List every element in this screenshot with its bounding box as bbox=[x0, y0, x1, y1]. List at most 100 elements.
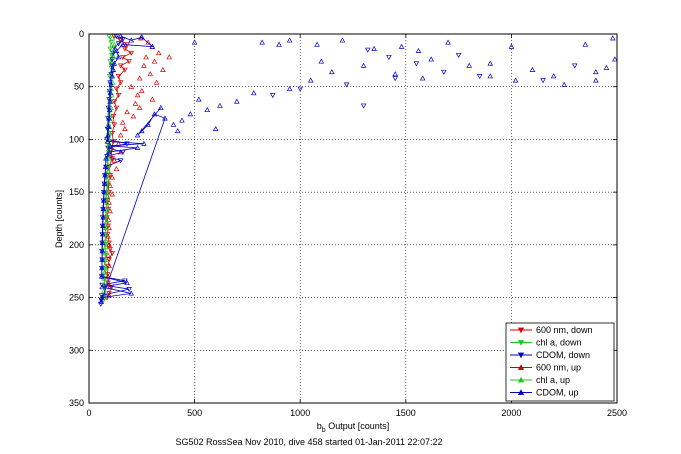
data-point bbox=[106, 149, 112, 155]
data-point bbox=[187, 111, 194, 117]
data-point bbox=[105, 168, 112, 174]
data-point bbox=[136, 75, 143, 81]
data-point bbox=[106, 225, 112, 231]
legend-label: chl a, down bbox=[536, 338, 582, 348]
data-point bbox=[104, 193, 111, 199]
ticks bbox=[88, 33, 618, 404]
data-point bbox=[612, 56, 618, 62]
data-point bbox=[149, 43, 156, 49]
data-point bbox=[134, 144, 141, 150]
data-point bbox=[153, 79, 160, 85]
data-point bbox=[99, 265, 105, 271]
data-point bbox=[392, 76, 399, 82]
data-point bbox=[106, 240, 112, 246]
data-point bbox=[162, 115, 168, 121]
legend-marker bbox=[517, 364, 525, 370]
data-point bbox=[122, 46, 128, 52]
data-point bbox=[105, 161, 111, 167]
legend-label: 600 nm, down bbox=[536, 325, 593, 335]
data-point bbox=[508, 43, 515, 49]
data-point bbox=[250, 90, 257, 96]
data-point bbox=[134, 132, 141, 138]
data-point bbox=[132, 100, 139, 106]
data-point bbox=[126, 287, 132, 293]
data-point bbox=[104, 138, 111, 144]
data-point bbox=[99, 248, 106, 254]
x-axis-label-b: b bbox=[317, 421, 322, 431]
data-point bbox=[128, 83, 135, 89]
y-tick-label: 0 bbox=[79, 29, 84, 39]
data-point bbox=[455, 52, 462, 59]
data-point bbox=[234, 98, 240, 104]
data-point bbox=[117, 80, 124, 86]
data-point bbox=[105, 180, 111, 186]
data-point bbox=[476, 74, 483, 80]
data-point bbox=[139, 128, 145, 134]
data-point bbox=[111, 99, 118, 105]
data-point bbox=[110, 66, 117, 72]
data-point bbox=[145, 121, 151, 127]
data-point bbox=[329, 69, 335, 75]
data-point bbox=[128, 37, 135, 43]
data-point bbox=[174, 128, 181, 134]
data-point bbox=[204, 106, 211, 113]
x-tick-label: 2500 bbox=[607, 408, 627, 418]
data-point bbox=[111, 45, 118, 51]
x-axis-label-subscript: b bbox=[322, 427, 326, 434]
x-axis-label: bb Output [counts] bbox=[317, 421, 389, 434]
data-point bbox=[107, 246, 113, 252]
data-point bbox=[106, 106, 113, 113]
data-point bbox=[139, 88, 145, 94]
data-point bbox=[191, 39, 198, 45]
data-point bbox=[107, 98, 113, 104]
data-point bbox=[419, 75, 426, 81]
data-point bbox=[106, 257, 112, 263]
data-point bbox=[103, 218, 110, 224]
data-point bbox=[106, 292, 112, 298]
data-point bbox=[103, 212, 110, 218]
data-point bbox=[110, 50, 117, 56]
data-point bbox=[98, 273, 105, 279]
data-point bbox=[105, 263, 111, 269]
data-point bbox=[113, 47, 120, 53]
legend: 600 nm, down chl a, down CDOM, down 600 nm,… bbox=[505, 322, 615, 402]
data-point bbox=[360, 103, 367, 109]
data-point bbox=[314, 41, 320, 47]
data-point bbox=[109, 63, 115, 69]
data-point bbox=[360, 62, 367, 68]
chart-caption: SG502 RossSea Nov 2010, dive 458 started… bbox=[175, 437, 442, 447]
data-point bbox=[128, 50, 135, 56]
data-point bbox=[107, 90, 114, 96]
data-point bbox=[117, 63, 124, 69]
data-point bbox=[398, 43, 405, 49]
data-point bbox=[99, 256, 105, 262]
data-point bbox=[143, 54, 149, 60]
data-point bbox=[139, 34, 145, 40]
data-point bbox=[104, 187, 110, 193]
data-point bbox=[104, 272, 111, 278]
data-point bbox=[124, 279, 130, 285]
data-point bbox=[130, 113, 137, 119]
data-point bbox=[102, 259, 108, 265]
data-point bbox=[428, 56, 434, 62]
data-point bbox=[98, 298, 105, 304]
data-point bbox=[124, 141, 130, 147]
data-point bbox=[106, 115, 112, 121]
data-point bbox=[151, 111, 158, 117]
data-point bbox=[102, 244, 109, 250]
axes-box bbox=[88, 33, 618, 404]
data-point bbox=[102, 163, 109, 169]
x-axis-label-rest: Output [counts] bbox=[326, 421, 390, 431]
legend-marker bbox=[517, 340, 525, 346]
data-point bbox=[102, 172, 108, 178]
legend-marker bbox=[517, 376, 525, 383]
legend-box bbox=[505, 322, 615, 402]
data-point bbox=[149, 96, 156, 102]
data-point bbox=[108, 81, 114, 87]
data-point bbox=[196, 96, 202, 102]
data-point bbox=[141, 62, 147, 68]
data-point bbox=[307, 77, 314, 83]
data-point bbox=[297, 86, 303, 92]
data-point bbox=[413, 61, 420, 67]
